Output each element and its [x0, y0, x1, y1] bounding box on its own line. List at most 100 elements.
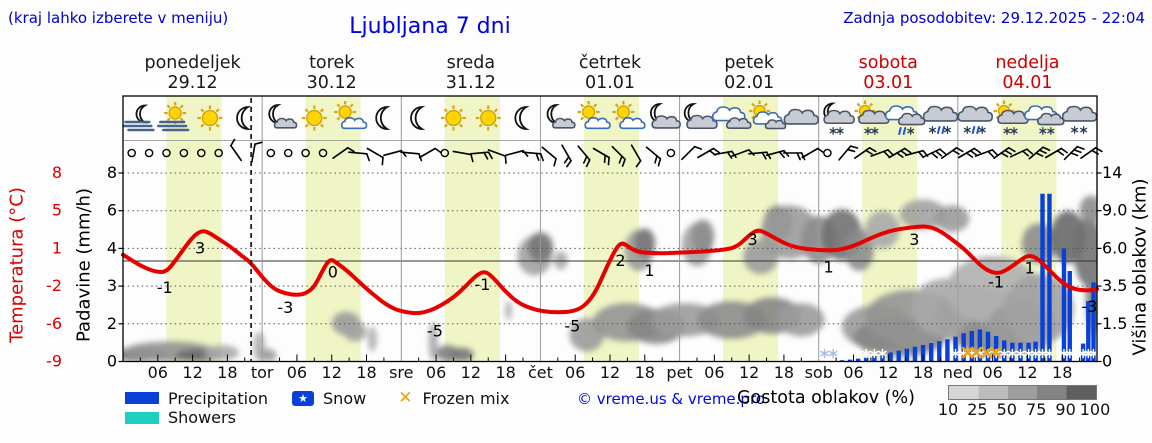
temp-tick-label: -9	[46, 352, 62, 371]
precip-bar	[888, 352, 893, 362]
snowflake-icon	[963, 125, 971, 134]
raindrop-icon	[971, 126, 980, 134]
snow-marker	[837, 348, 847, 359]
wind-barb-icon	[993, 147, 1016, 159]
gray-cloud-icon	[725, 117, 752, 130]
wind-barb-icon	[1063, 145, 1085, 161]
snowflake-icon	[871, 126, 879, 135]
cloud-blob	[428, 321, 438, 362]
wind-barb-icon	[561, 144, 572, 168]
wind-barb-icon	[957, 147, 981, 159]
weather-icon	[683, 103, 718, 130]
weather-icon	[993, 100, 1029, 135]
precip-bar	[904, 348, 910, 362]
day-abbrev-label: sre	[389, 363, 413, 382]
precipitation-swatch	[125, 392, 159, 404]
weather-icon	[156, 102, 190, 132]
weather-icon	[649, 103, 681, 129]
snowflake-icon	[978, 125, 986, 134]
weather-icon	[922, 105, 959, 134]
snowflake-icon	[1047, 126, 1055, 135]
precip-tick-label: 6	[107, 201, 117, 220]
wind-barb-icon	[521, 151, 544, 162]
day-date: 04.01	[1002, 73, 1052, 93]
cloud-density-tick: 50	[996, 400, 1017, 419]
weather-icon	[1061, 105, 1098, 134]
last-updated: Zadnja posodobitev: 29.12.2025 - 22:04	[843, 9, 1145, 27]
cloud-blob	[367, 326, 377, 352]
snow-marker	[1059, 348, 1069, 359]
white-cloud-icon	[711, 106, 746, 122]
wind-barb-icon	[922, 148, 947, 159]
calm-wind-icon	[318, 148, 328, 158]
wind-barb-icon	[541, 146, 557, 167]
snowflake-icon	[1071, 125, 1079, 134]
hour-label: 12	[322, 363, 342, 382]
calm-wind-icon	[266, 148, 276, 158]
weather-icon	[301, 105, 327, 131]
moon-icon	[268, 104, 282, 124]
day-abbrev-label: tor	[251, 363, 274, 382]
time-axis-labels: 06 12 18 tor 06 12 18 sre 06 12 18 čet 06 12 18 pet 06 12…	[148, 363, 1073, 382]
copyright-link[interactable]: © vreme.us & vreme.pro	[577, 390, 765, 408]
weather-icons	[122, 100, 1098, 135]
weather-icon	[440, 105, 466, 131]
frozen-mix-icon: ✕	[398, 388, 413, 408]
hour-label: 06	[148, 363, 168, 382]
day-date: 03.01	[863, 73, 913, 93]
location-menu-note: (kraj lahko izberete v meniju)	[8, 9, 229, 27]
gray-cloud-icon	[957, 105, 994, 122]
precip-bar	[969, 330, 974, 362]
gray-cloud-icon	[1061, 105, 1098, 122]
cloud-density-tick: 10	[937, 400, 959, 419]
temperature-value-label: -3	[1081, 297, 1097, 316]
precip-bar	[839, 360, 845, 362]
cloud-density-tick: 90	[1055, 400, 1076, 419]
frozen-mix-marker	[981, 346, 993, 359]
precip-bar	[864, 357, 869, 362]
wind-barb-icon	[713, 150, 737, 159]
cloud-tick-label: 6.0	[1102, 238, 1127, 257]
moon-icon	[514, 106, 530, 130]
temp-tick-label: 1	[52, 238, 62, 257]
snowflake-icon	[1003, 126, 1011, 135]
snowflake-icon	[943, 125, 952, 134]
hour-label: 18	[495, 363, 515, 382]
wind-barb-icon	[332, 147, 355, 159]
legend-showers-label: Showers	[168, 408, 236, 427]
temperature-value-label: 3	[909, 230, 919, 249]
snow-marker	[1024, 348, 1033, 359]
precip-bar	[896, 350, 901, 362]
hour-label: 12	[739, 363, 759, 382]
wind-barb-icon	[630, 144, 642, 168]
precip-bar	[985, 331, 991, 362]
day-name: ponedeljek	[144, 53, 241, 73]
cloud-blob	[899, 199, 947, 230]
hour-label: 06	[426, 363, 446, 382]
cloud-blob	[1079, 195, 1097, 224]
snowflake-icon	[928, 125, 937, 134]
cloud-blob	[934, 205, 970, 233]
precip-tick-label: 4	[107, 238, 117, 257]
wind-barb-icon	[487, 149, 507, 165]
moon-icon	[410, 106, 426, 130]
wind-barb-icon	[577, 145, 591, 168]
temp-tick-label: -2	[46, 276, 62, 295]
day-date: 31.12	[446, 73, 496, 93]
gray-cloud-icon	[858, 109, 890, 125]
precip-tick-label: 3	[107, 276, 117, 295]
precip-bar	[847, 359, 853, 362]
legend-row-2: Showers	[125, 408, 236, 427]
snowflake-icon	[829, 126, 837, 135]
hour-label: 18	[635, 363, 655, 382]
precip-tick-label: 2	[107, 314, 117, 333]
gray-cloud-icon	[651, 115, 681, 129]
wind-barb-icon	[611, 145, 626, 167]
snow-marker	[862, 348, 871, 359]
precip-bar	[872, 356, 877, 362]
wind-barb-icon	[418, 147, 442, 159]
temperature-value-label: -1	[474, 275, 490, 294]
cloud-density-label: Gostota oblakov (%)	[737, 388, 915, 408]
